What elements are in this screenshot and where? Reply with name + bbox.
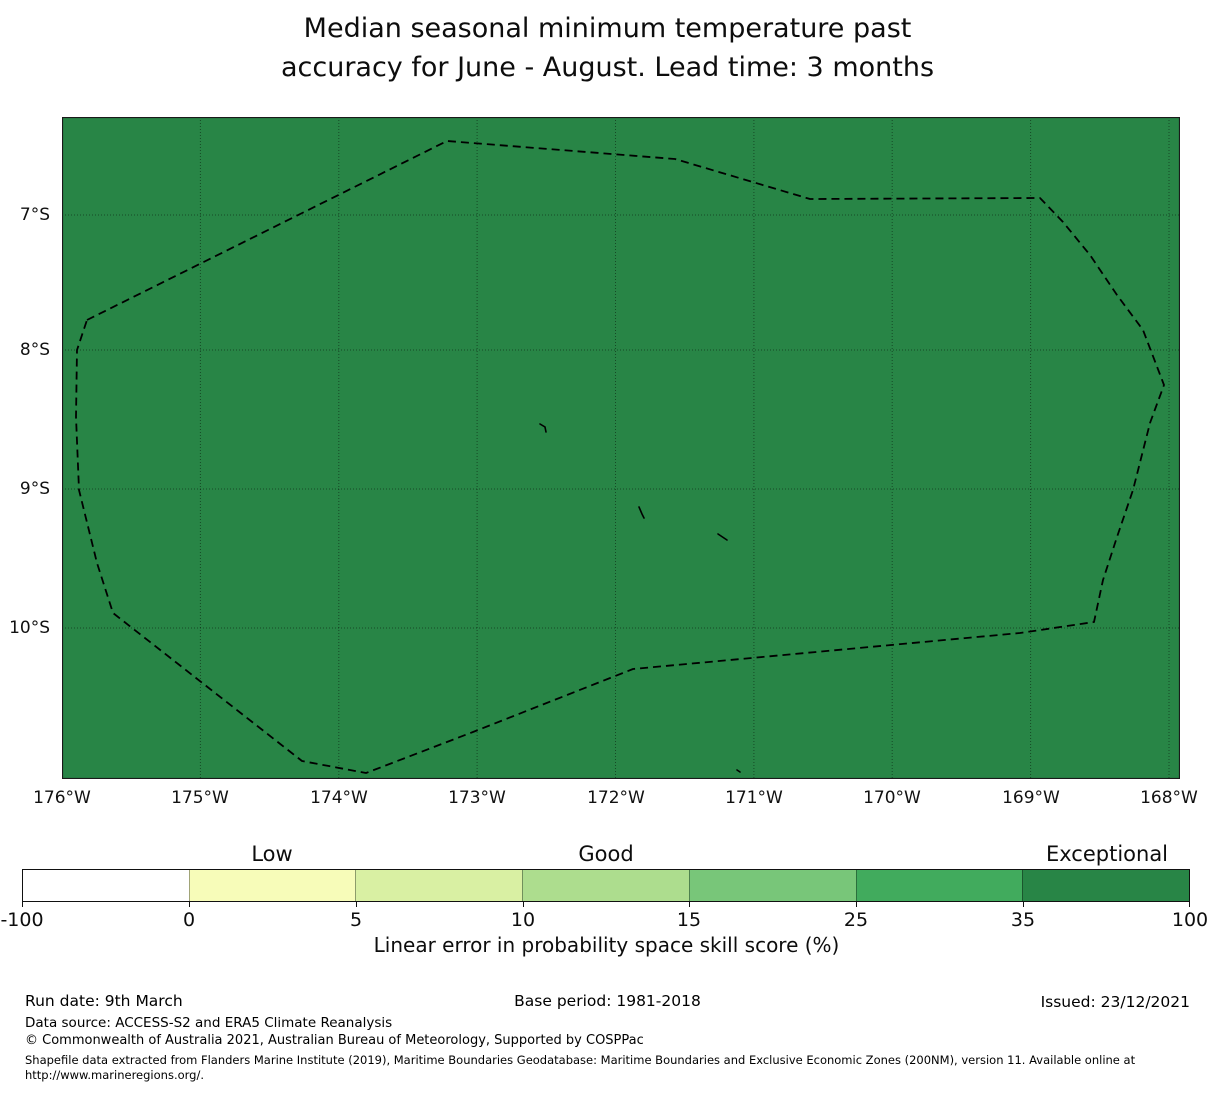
run-date-text: Run date: 9th March <box>25 992 183 1010</box>
colorbar <box>22 869 1190 902</box>
copyright-text: © Commonwealth of Australia 2021, Austra… <box>25 1033 644 1048</box>
shapefile-note-text: Shapefile data extracted from Flanders M… <box>25 1053 1136 1082</box>
colorbar-tick <box>689 902 690 907</box>
colorbar-segment <box>1022 870 1190 901</box>
colorbar-tick <box>856 902 857 907</box>
colorbar-tick-label: 35 <box>1010 909 1036 931</box>
colorbar-tick-label: 15 <box>676 909 702 931</box>
colorbar-tick-label: 100 <box>1171 909 1209 931</box>
eez-boundary-line <box>75 140 1165 774</box>
x-axis-tick-label: 173°W <box>448 788 506 808</box>
x-axis-tick-label: 174°W <box>310 788 368 808</box>
y-axis-tick-label: 10°S <box>9 618 50 638</box>
island-outline <box>736 769 741 773</box>
colorbar-category-label: Low <box>251 842 293 866</box>
issued-date-text: Issued: 23/12/2021 <box>1040 993 1190 1011</box>
island-outline <box>717 533 728 541</box>
colorbar-category-label: Exceptional <box>1045 842 1169 866</box>
colorbar-segment <box>855 870 1023 901</box>
map-canvas <box>61 116 1181 780</box>
colorbar-tick-label: 10 <box>510 909 536 931</box>
colorbar-tick <box>523 902 524 907</box>
colorbar-tick-label: 0 <box>182 909 196 931</box>
chart-title: Median seasonal minimum temperature past… <box>280 13 935 83</box>
colorbar-segment <box>188 870 356 901</box>
colorbar-tick <box>356 902 357 907</box>
eez-region-fill <box>62 117 1180 779</box>
base-period-text: Base period: 1981-2018 <box>514 992 701 1010</box>
colorbar-segment <box>522 870 689 901</box>
x-axis-tick-label: 172°W <box>587 788 645 808</box>
colorbar-segment <box>355 870 523 901</box>
colorbar-tick <box>1189 902 1190 907</box>
x-axis-tick-label: 170°W <box>863 788 921 808</box>
colorbar-axis-label: Linear error in probability space skill … <box>373 933 840 957</box>
colorbar-segment <box>23 870 189 901</box>
y-axis-tick-label: 8°S <box>19 340 50 360</box>
colorbar-tick-label: 5 <box>349 909 363 931</box>
map-plot-area <box>61 116 1181 780</box>
y-axis-tick-label: 7°S <box>19 205 50 225</box>
y-axis-tick-label: 9°S <box>19 479 50 499</box>
colorbar-tick <box>22 902 23 907</box>
colorbar-tick-label: -100 <box>0 909 44 931</box>
colorbar-tick-label: 25 <box>843 909 869 931</box>
x-axis-tick-label: 175°W <box>171 788 229 808</box>
colorbar-tick <box>1023 902 1024 907</box>
x-axis-tick-label: 168°W <box>1140 788 1198 808</box>
axes-frame <box>61 116 1181 780</box>
island-outline <box>539 423 547 433</box>
data-source-text: Data source: ACCESS-S2 and ERA5 Climate … <box>25 1015 393 1031</box>
island-outline <box>638 506 645 519</box>
x-axis-tick-label: 176°W <box>33 788 91 808</box>
colorbar-segment <box>688 870 856 901</box>
x-axis-tick-label: 169°W <box>1002 788 1060 808</box>
colorbar-tick <box>189 902 190 907</box>
x-axis-tick-label: 171°W <box>725 788 783 808</box>
graticule-gridlines <box>61 117 1180 779</box>
colorbar-category-label: Good <box>578 842 634 866</box>
